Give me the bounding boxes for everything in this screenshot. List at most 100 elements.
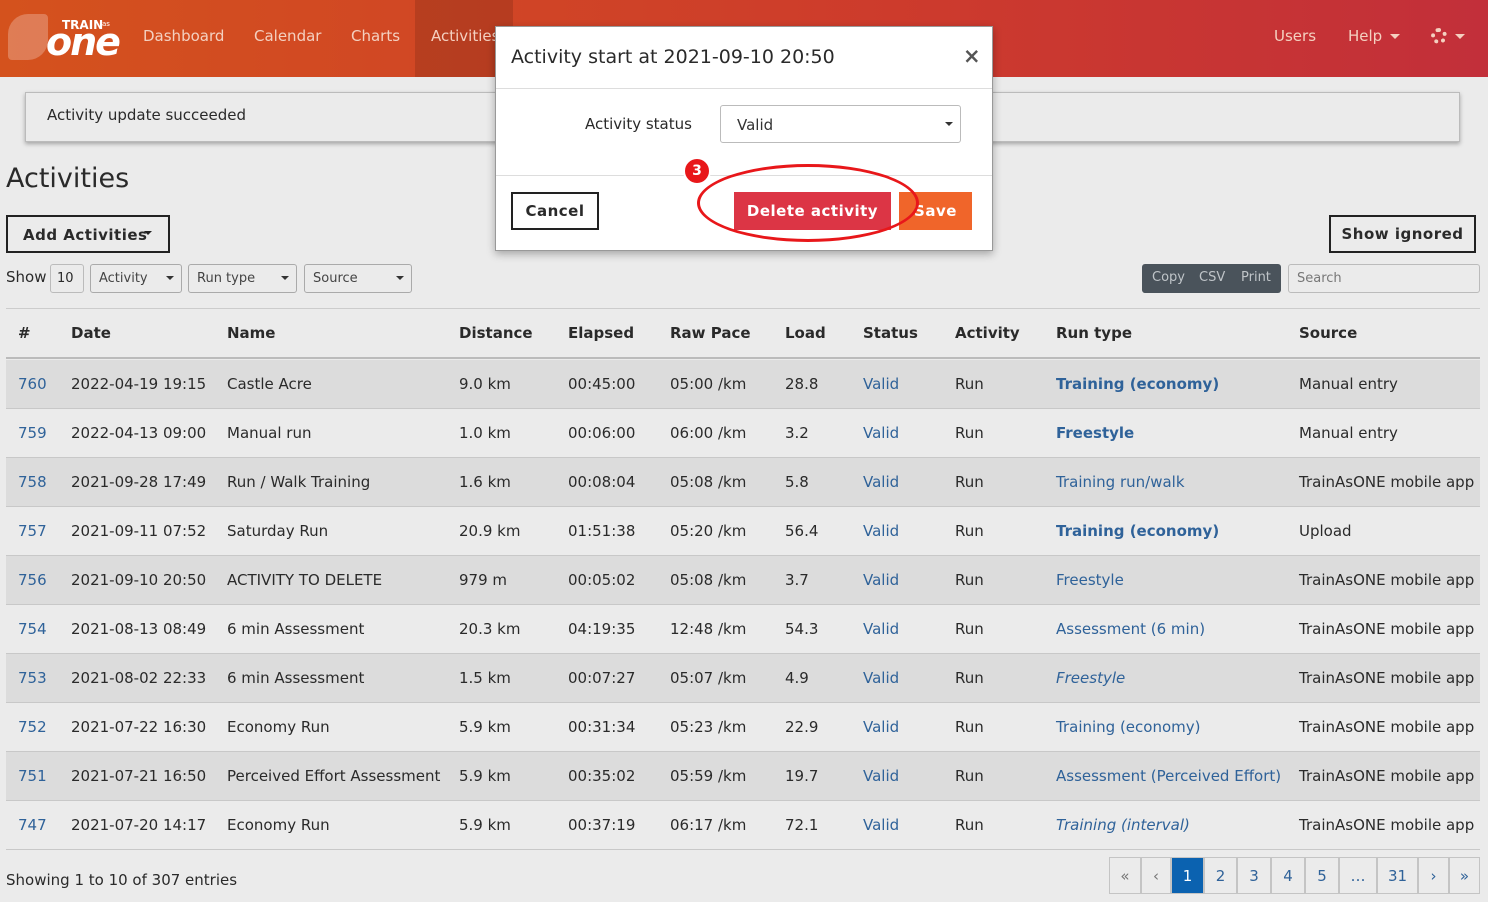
export-button[interactable]: Copy: [1152, 270, 1185, 285]
select[interactable]: Run type: [188, 264, 297, 293]
table-link[interactable]: Valid: [863, 669, 900, 687]
page-button[interactable]: …: [1339, 857, 1377, 894]
table-cell: 06:17 /km: [670, 816, 747, 834]
column-header[interactable]: Date: [71, 324, 111, 342]
highlight-ellipse: [697, 164, 919, 242]
table-link[interactable]: Valid: [863, 816, 900, 834]
table-row: [6, 409, 1480, 458]
table-link[interactable]: 754: [18, 620, 47, 638]
table-link[interactable]: 753: [18, 669, 47, 687]
table-link[interactable]: 759: [18, 424, 47, 442]
column-header[interactable]: Raw Pace: [670, 324, 751, 342]
nav-link[interactable]: Activities: [431, 27, 500, 45]
button[interactable]: Cancel: [511, 192, 599, 230]
page-button[interactable]: ‹: [1141, 857, 1171, 894]
table-cell: 72.1: [785, 816, 819, 834]
nav-link[interactable]: Help: [1348, 27, 1383, 45]
table-cell: 00:37:19: [568, 816, 636, 834]
table-link[interactable]: Valid: [863, 522, 900, 540]
column-header[interactable]: Name: [227, 324, 276, 342]
table-cell: 00:06:00: [568, 424, 636, 442]
button[interactable]: Show ignored: [1329, 215, 1476, 253]
table-cell: 2021-08-13 08:49: [71, 620, 207, 638]
select[interactable]: Activity: [90, 264, 182, 293]
table-cell: Perceived Effort Assessment: [227, 767, 441, 785]
field-label: Activity status: [585, 115, 692, 133]
table-link[interactable]: Valid: [863, 424, 900, 442]
nav-link[interactable]: Dashboard: [143, 27, 225, 45]
table-cell: 00:35:02: [568, 767, 636, 785]
nav-link[interactable]: Charts: [351, 27, 401, 45]
column-header[interactable]: Elapsed: [568, 324, 635, 342]
caret: [1390, 34, 1400, 44]
select[interactable]: Source: [304, 264, 412, 293]
table-link[interactable]: Training run/walk: [1056, 473, 1185, 491]
table-link[interactable]: Assessment (6 min): [1056, 620, 1206, 638]
table-link[interactable]: Training (economy): [1056, 375, 1220, 393]
table-link[interactable]: Training (economy): [1056, 522, 1220, 540]
table-link[interactable]: Valid: [863, 375, 900, 393]
table-link[interactable]: Valid: [863, 571, 900, 589]
gear-icon[interactable]: [1431, 28, 1447, 44]
table-link[interactable]: 758: [18, 473, 47, 491]
table-cell: 00:07:27: [568, 669, 636, 687]
column-header[interactable]: Load: [785, 324, 826, 342]
column-header[interactable]: Run type: [1056, 324, 1132, 342]
table-link[interactable]: Valid: [863, 473, 900, 491]
table-link[interactable]: Valid: [863, 718, 900, 736]
table-link[interactable]: Freestyle: [1056, 669, 1126, 687]
column-header[interactable]: #: [18, 324, 31, 342]
page-button[interactable]: 4: [1271, 857, 1305, 894]
table-cell: 05:59 /km: [670, 767, 747, 785]
button[interactable]: Add Activities: [6, 215, 170, 253]
export-button[interactable]: Print: [1241, 270, 1271, 285]
table-link[interactable]: 747: [18, 816, 47, 834]
select[interactable]: 10: [50, 264, 84, 293]
page-button[interactable]: »: [1449, 857, 1480, 894]
column-header[interactable]: Source: [1299, 324, 1358, 342]
table-cell: TrainAsONE mobile app: [1299, 669, 1475, 687]
search-input[interactable]: Search: [1288, 264, 1480, 293]
alert-text: Activity update succeeded: [47, 106, 247, 124]
export-button[interactable]: CSV: [1199, 270, 1226, 285]
page-button[interactable]: 5: [1305, 857, 1339, 894]
table-link[interactable]: Valid: [863, 767, 900, 785]
table-link[interactable]: 757: [18, 522, 47, 540]
nav-link[interactable]: Users: [1274, 27, 1317, 45]
modal-close[interactable]: ×: [963, 44, 981, 68]
page-button[interactable]: 2: [1204, 857, 1237, 894]
table-link[interactable]: 752: [18, 718, 47, 736]
table-link[interactable]: Valid: [863, 620, 900, 638]
table-row: [6, 507, 1480, 556]
table-link[interactable]: 760: [18, 375, 47, 393]
table-link[interactable]: 756: [18, 571, 47, 589]
table-link[interactable]: Training (interval): [1056, 816, 1190, 834]
page-button[interactable]: 31: [1377, 857, 1418, 894]
column-header[interactable]: Activity: [955, 324, 1020, 342]
table-cell: Saturday Run: [227, 522, 329, 540]
table-cell: Run: [955, 669, 984, 687]
table-cell: 1.6 km: [459, 473, 511, 491]
page-button[interactable]: ›: [1418, 857, 1449, 894]
table-row: [6, 556, 1480, 605]
caret: [281, 276, 289, 284]
nav-link[interactable]: Calendar: [254, 27, 322, 45]
table-cell: 5.9 km: [459, 816, 511, 834]
table-link[interactable]: Training (economy): [1056, 718, 1201, 736]
page-button[interactable]: 1: [1171, 857, 1204, 894]
table-cell: 00:05:02: [568, 571, 636, 589]
table-link[interactable]: 751: [18, 767, 47, 785]
column-header[interactable]: Distance: [459, 324, 533, 342]
show-label: Show: [6, 268, 47, 286]
table-cell: TrainAsONE mobile app: [1299, 620, 1475, 638]
table-cell: 54.3: [785, 620, 819, 638]
table-link[interactable]: Assessment (Perceived Effort): [1056, 767, 1282, 785]
table-link[interactable]: Freestyle: [1056, 424, 1135, 442]
column-header[interactable]: Status: [863, 324, 918, 342]
table-link[interactable]: Freestyle: [1056, 571, 1124, 589]
page-button[interactable]: 3: [1237, 857, 1271, 894]
select[interactable]: Valid: [720, 105, 961, 143]
table-cell: 6 min Assessment: [227, 620, 365, 638]
page-button[interactable]: «: [1109, 857, 1141, 894]
